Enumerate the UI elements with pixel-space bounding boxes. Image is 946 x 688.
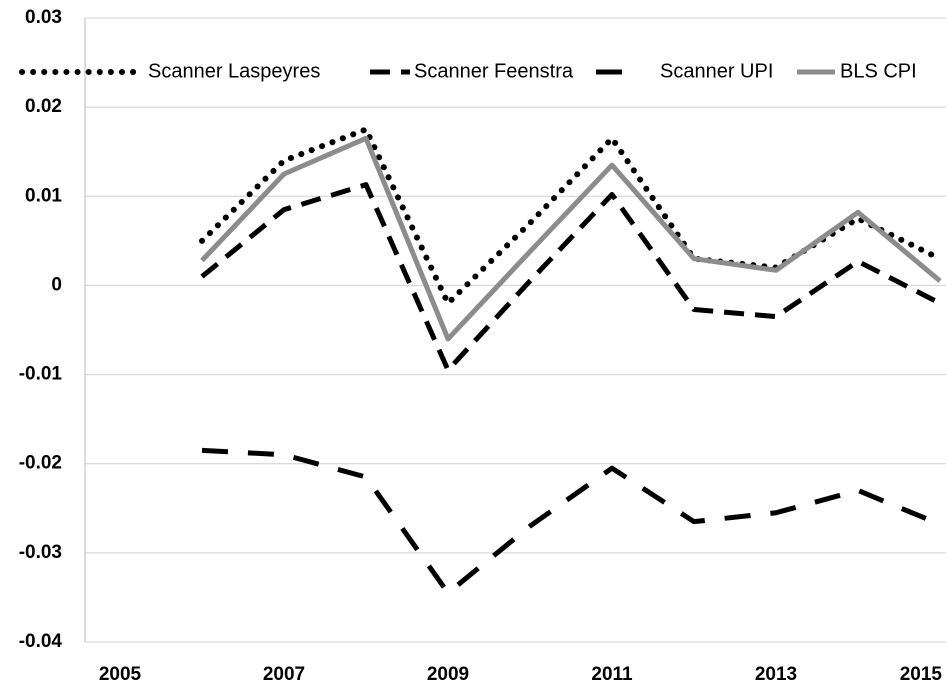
line-series [200, 182, 942, 373]
x-tick-label: 2011 [591, 664, 633, 685]
y-tick-label: 0.02 [25, 96, 62, 117]
x-tick-label: 2015 [900, 664, 943, 685]
legend-label: Scanner Feenstra [414, 60, 574, 82]
y-tick-label: -0.01 [19, 364, 63, 385]
y-tick-label: -0.02 [19, 453, 62, 474]
line-series [201, 447, 941, 596]
line-series [200, 135, 942, 342]
y-tick-label: 0.01 [25, 185, 62, 206]
legend-label: BLS CPI [840, 60, 917, 82]
x-tick-label: 2009 [427, 664, 469, 685]
y-tick-label: -0.04 [19, 631, 63, 652]
x-tick-label: 2013 [755, 664, 797, 685]
legend-label: Scanner UPI [660, 60, 773, 82]
legend-label: Scanner Laspeyres [148, 60, 320, 82]
line-series [199, 126, 943, 307]
y-tick-label: 0 [51, 274, 62, 295]
y-tick-label: 0.03 [25, 7, 62, 28]
x-tick-label: 2007 [263, 664, 305, 685]
y-tick-label: -0.03 [19, 542, 62, 563]
x-tick-label: 2005 [99, 664, 142, 685]
